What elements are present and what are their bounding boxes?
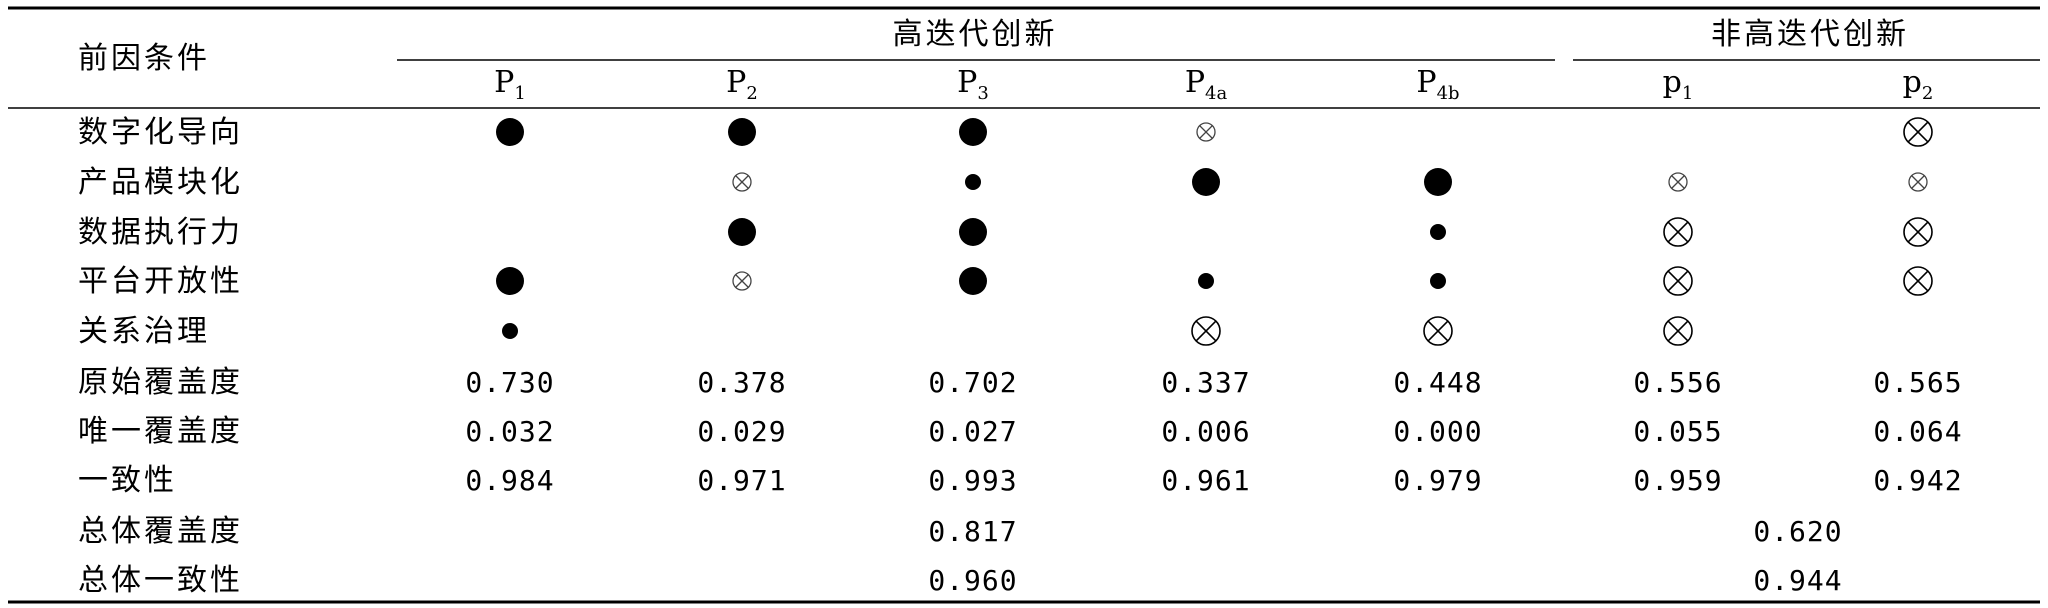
- large-filled-circle-icon: [1192, 168, 1220, 196]
- group-header-high: 高迭代创新: [893, 17, 1058, 52]
- column-header-base: P: [1416, 65, 1436, 100]
- large-crossed-circle-icon: [1903, 217, 1933, 247]
- column-header-subscript: 4a: [1205, 83, 1227, 104]
- total-value-non-high: 0.620: [1753, 515, 1842, 548]
- metric-value: 0.027: [928, 415, 1017, 448]
- table-row: 总体覆盖度 0.817 0.620: [78, 514, 1842, 549]
- metric-value: 0.029: [697, 415, 786, 448]
- metric-value: 0.565: [1873, 366, 1962, 399]
- small-filled-circle-icon: [1430, 273, 1446, 289]
- large-filled-circle-icon: [496, 118, 524, 146]
- condition-label: 关系治理: [78, 314, 210, 349]
- total-value-high: 0.960: [928, 564, 1017, 597]
- table-row: 平台开放性: [78, 264, 1933, 299]
- column-header-base: p: [1903, 65, 1922, 100]
- group-header-non-high: 非高迭代创新: [1711, 17, 1909, 52]
- small-filled-circle-icon: [965, 174, 981, 190]
- metric-value: 0.556: [1633, 366, 1722, 399]
- total-value-high: 0.817: [928, 515, 1017, 548]
- column-header: P2: [726, 65, 758, 104]
- metric-value: 0.959: [1633, 464, 1722, 497]
- metric-value: 0.942: [1873, 464, 1962, 497]
- large-filled-circle-icon: [959, 218, 987, 246]
- condition-label: 平台开放性: [78, 264, 243, 299]
- metric-value: 0.064: [1873, 415, 1962, 448]
- metric-label: 一致性: [78, 463, 177, 498]
- total-value-non-high: 0.944: [1753, 564, 1842, 597]
- large-crossed-circle-icon: [1663, 266, 1693, 296]
- small-filled-circle-icon: [1198, 273, 1214, 289]
- metric-value: 0.448: [1393, 366, 1482, 399]
- small-filled-circle-icon: [502, 323, 518, 339]
- column-header-base: P: [726, 65, 746, 100]
- large-filled-circle-icon: [959, 118, 987, 146]
- metric-value: 0.055: [1633, 415, 1722, 448]
- condition-label: 数字化导向: [78, 115, 243, 150]
- column-header-subscript: 4b: [1437, 83, 1460, 104]
- large-filled-circle-icon: [728, 218, 756, 246]
- metric-value: 0.993: [928, 464, 1017, 497]
- table-row: 数据执行力: [78, 215, 1933, 250]
- column-header-subscript: 1: [1682, 83, 1693, 104]
- column-header: p2: [1903, 65, 1934, 104]
- metric-value: 0.971: [697, 464, 786, 497]
- column-header: P4b: [1416, 65, 1459, 104]
- small-crossed-circle-icon: [1196, 122, 1216, 142]
- metric-value: 0.979: [1393, 464, 1482, 497]
- large-crossed-circle-icon: [1663, 217, 1693, 247]
- metric-value: 0.730: [465, 366, 554, 399]
- metric-value: 0.378: [697, 366, 786, 399]
- small-crossed-circle-icon: [732, 172, 752, 192]
- small-crossed-circle-icon: [1908, 172, 1928, 192]
- column-header: P4a: [1185, 65, 1228, 104]
- small-filled-circle-icon: [1430, 224, 1446, 240]
- large-filled-circle-icon: [728, 118, 756, 146]
- total-label: 总体覆盖度: [78, 514, 243, 549]
- large-crossed-circle-icon: [1903, 117, 1933, 147]
- metric-value: 0.006: [1161, 415, 1250, 448]
- large-crossed-circle-icon: [1903, 266, 1933, 296]
- column-header-subscript: 1: [514, 83, 525, 104]
- large-crossed-circle-icon: [1663, 316, 1693, 346]
- metric-value: 0.702: [928, 366, 1017, 399]
- column-header-base: p: [1663, 65, 1682, 100]
- column-header-base: P: [494, 65, 514, 100]
- metric-value: 0.961: [1161, 464, 1250, 497]
- total-label: 总体一致性: [78, 563, 243, 598]
- table-row: 数字化导向: [78, 115, 1933, 150]
- column-header-subscript: 2: [746, 83, 757, 104]
- column-header: p1: [1663, 65, 1694, 104]
- metric-label: 原始覆盖度: [78, 365, 243, 400]
- condition-label: 数据执行力: [78, 215, 243, 250]
- metric-value: 0.984: [465, 464, 554, 497]
- large-filled-circle-icon: [496, 267, 524, 295]
- table-row: 产品模块化: [78, 165, 1928, 200]
- metric-label: 唯一覆盖度: [78, 414, 243, 449]
- small-crossed-circle-icon: [732, 271, 752, 291]
- metric-value: 0.032: [465, 415, 554, 448]
- large-crossed-circle-icon: [1191, 316, 1221, 346]
- table-row: 原始覆盖度 0.730 0.378 0.702 0.337 0.448 0.556 0.565: [78, 365, 1962, 400]
- condition-label: 产品模块化: [78, 165, 243, 200]
- column-header: P3: [957, 65, 989, 104]
- large-crossed-circle-icon: [1423, 316, 1453, 346]
- column-headers: P1 P2 P3 P4a P4b p1 p2: [494, 65, 1933, 104]
- table-row: 一致性 0.984 0.971 0.993 0.961 0.979 0.959 0.942: [78, 463, 1962, 498]
- condition-column-header: 前因条件: [78, 41, 210, 76]
- column-header-base: P: [1185, 65, 1205, 100]
- column-header: P1: [494, 65, 526, 104]
- small-crossed-circle-icon: [1668, 172, 1688, 192]
- large-filled-circle-icon: [959, 267, 987, 295]
- large-filled-circle-icon: [1424, 168, 1452, 196]
- metric-value: 0.337: [1161, 366, 1250, 399]
- table-row: 关系治理: [78, 314, 1693, 349]
- column-header-subscript: 3: [977, 83, 988, 104]
- table-row: 总体一致性 0.960 0.944: [78, 563, 1842, 598]
- table-row: 唯一覆盖度 0.032 0.029 0.027 0.006 0.000 0.055 0.064: [78, 414, 1962, 449]
- metric-value: 0.000: [1393, 415, 1482, 448]
- column-header-base: P: [957, 65, 977, 100]
- column-header-subscript: 2: [1922, 83, 1933, 104]
